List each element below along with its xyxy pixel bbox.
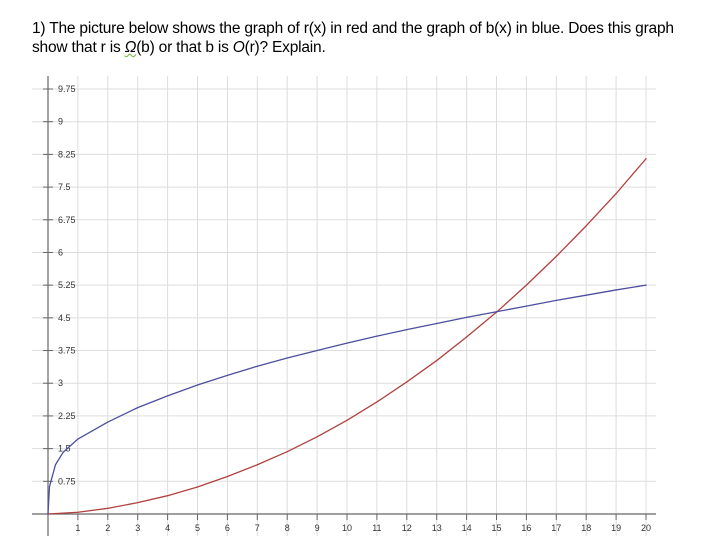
axes <box>32 76 656 536</box>
data-point-blue <box>316 349 318 352</box>
data-point-blue <box>495 311 498 313</box>
data-point-red <box>466 336 468 338</box>
y-tick-label: 3 <box>58 378 63 388</box>
y-tick-label: 3.75 <box>58 346 76 356</box>
data-point-red <box>346 419 348 421</box>
x-tick-label: 15 <box>491 523 501 533</box>
data-point-red <box>286 451 288 453</box>
data-point-blue <box>77 438 79 440</box>
y-tick-label: 4.5 <box>58 313 71 323</box>
data-point-red <box>645 158 647 160</box>
x-tick-label: 1 <box>75 523 80 533</box>
data-point-blue <box>47 513 49 515</box>
data-point-blue <box>645 284 647 286</box>
y-axis-ticks: 0.75 1.5 2.25 3 3.75 4.5 5.25 6 6.75 7.5 8.25 9 9.75 <box>43 84 76 486</box>
x-tick-label: 20 <box>641 523 651 533</box>
x-tick-label: 8 <box>285 523 290 533</box>
data-point-blue <box>346 342 348 344</box>
data-point-red <box>615 193 617 195</box>
data-point-blue <box>62 451 64 454</box>
data-point-red <box>316 436 318 438</box>
question-part1: 1) The picture below shows the graph of … <box>32 20 674 56</box>
data-point-red <box>585 225 587 227</box>
y-tick-label: 6.75 <box>58 215 76 225</box>
y-tick-label: 0.75 <box>58 476 76 486</box>
x-tick-label: 17 <box>551 523 561 533</box>
x-tick-label: 13 <box>432 523 442 533</box>
data-point-blue <box>406 329 408 331</box>
x-tick-label: 19 <box>611 523 621 533</box>
grid <box>32 76 656 536</box>
x-tick-label: 16 <box>521 523 531 533</box>
data-point-blue <box>107 421 109 423</box>
data-point-blue <box>226 374 228 376</box>
data-point-red <box>226 475 228 478</box>
data-point-red <box>167 495 169 497</box>
data-point-blue <box>376 335 378 337</box>
data-point-red <box>196 486 199 488</box>
x-tick-label: 3 <box>135 523 140 533</box>
x-tick-label: 18 <box>581 523 591 533</box>
data-point-blue <box>436 322 438 325</box>
y-tick-label: 8.25 <box>58 149 76 159</box>
big-omega-symbol: Ω <box>124 39 137 56</box>
x-tick-label: 11 <box>372 523 381 533</box>
y-tick-label: 1.5 <box>58 444 71 454</box>
data-point-blue <box>196 384 199 386</box>
series-line-blue <box>47 284 647 515</box>
data-point-blue <box>525 305 528 307</box>
data-point-red <box>436 359 438 362</box>
data-point-blue <box>615 289 617 291</box>
y-tick-label: 9 <box>58 117 63 127</box>
x-tick-label: 4 <box>165 523 170 533</box>
data-point-red <box>376 401 378 403</box>
x-tick-label: 9 <box>315 523 320 533</box>
question-part3: (r)? Explain. <box>244 39 326 56</box>
y-tick-label: 2.25 <box>58 411 76 421</box>
y-tick-label: 5.25 <box>58 280 76 290</box>
question-part2: (b) or that b is <box>136 39 233 56</box>
data-point-red <box>77 511 79 513</box>
y-tick-label: 6 <box>58 247 63 257</box>
data-point-blue <box>466 316 468 319</box>
data-point-red <box>555 255 557 257</box>
data-point-red <box>525 284 528 286</box>
series-lines <box>47 158 647 515</box>
data-point-blue <box>286 357 288 359</box>
data-point-red <box>107 507 109 509</box>
data-point-red <box>256 464 258 466</box>
y-tick-label: 7.5 <box>58 182 71 192</box>
x-tick-label: 5 <box>195 523 200 533</box>
x-tick-label: 7 <box>255 523 260 533</box>
data-point-blue <box>555 299 557 302</box>
data-point-blue <box>585 294 587 296</box>
data-point-blue <box>54 464 57 466</box>
data-point-blue <box>137 407 139 409</box>
x-tick-label: 2 <box>105 523 110 533</box>
data-point-blue <box>256 365 258 367</box>
data-point-blue <box>167 395 169 397</box>
x-tick-label: 10 <box>342 523 352 533</box>
x-axis-ticks: 1 2 3 4 5 6 7 8 9 10 11 12 13 14 15 16 17 18 19 20 <box>75 514 651 533</box>
data-point-red <box>406 381 408 383</box>
x-tick-label: 14 <box>462 523 472 533</box>
data-point-red <box>137 502 139 504</box>
y-tick-label: 9.75 <box>58 84 76 94</box>
x-tick-label: 6 <box>225 523 230 533</box>
x-tick-label: 12 <box>402 523 412 533</box>
data-point-blue <box>48 485 51 488</box>
question-text: 1) The picture below shows the graph of … <box>32 19 682 57</box>
big-o-symbol: O <box>232 39 245 56</box>
